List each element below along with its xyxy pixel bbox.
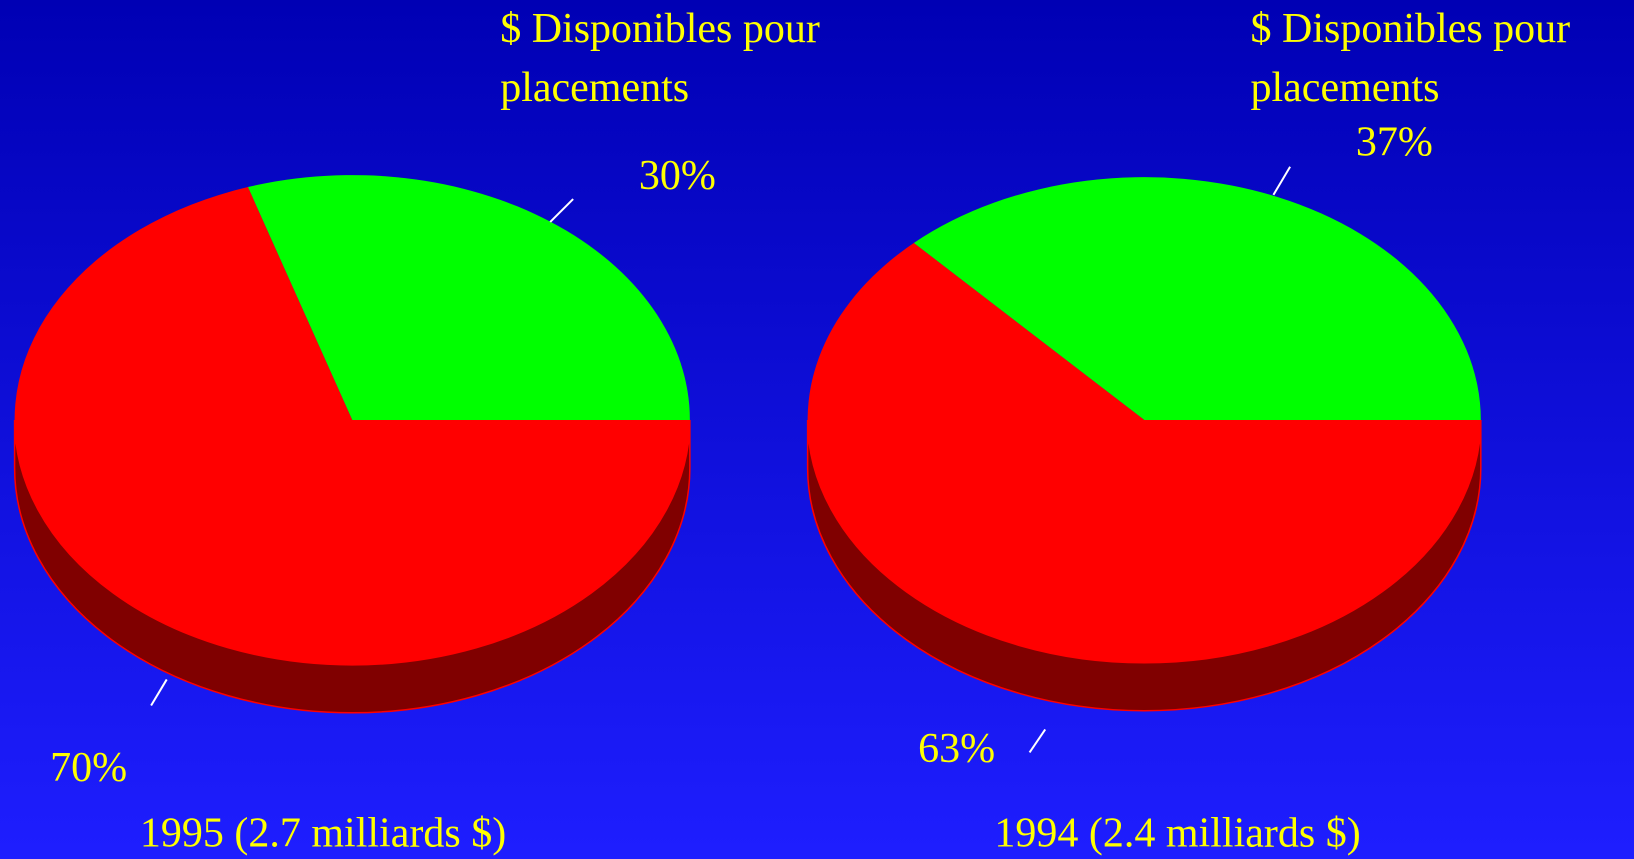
pie-slice: [807, 242, 1481, 663]
value-label: 30%: [639, 153, 716, 199]
category-label: $ Disponibles pour placements: [500, 6, 820, 111]
category-label: $ Disponibles pour placements: [1250, 6, 1571, 111]
value-label: 63%: [918, 726, 995, 772]
chart-title: 1995 (2.7 milliards $): [140, 810, 506, 856]
pie-slice: [14, 187, 690, 665]
leader-line: [549, 198, 574, 223]
value-label: 70%: [50, 745, 127, 791]
chart-title: 1994 (2.4 milliards $): [994, 810, 1360, 856]
pie-slice: [247, 175, 690, 420]
value-label: 37%: [1356, 120, 1433, 166]
leader-line: [150, 678, 168, 707]
pie-slice: [913, 177, 1481, 420]
leader-line: [1272, 166, 1291, 196]
leader-line: [1028, 728, 1047, 753]
